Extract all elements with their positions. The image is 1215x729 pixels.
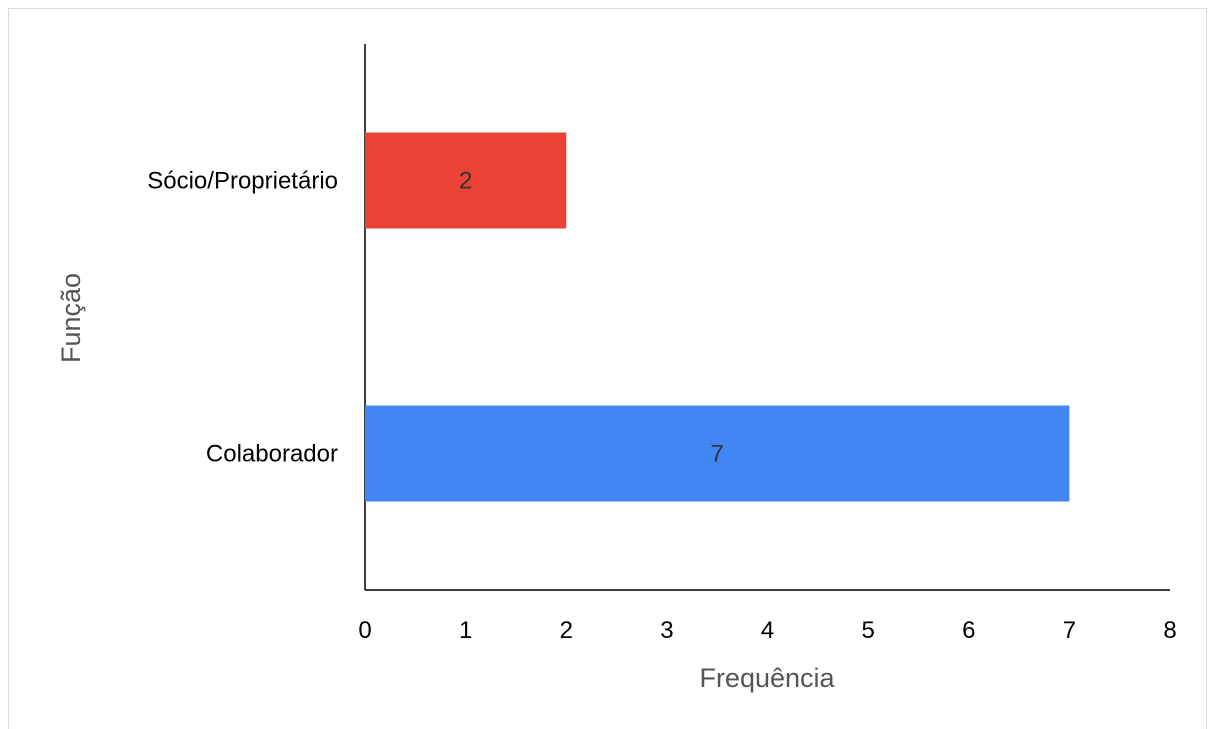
x-tick-label: 7 (1063, 617, 1076, 644)
bar-value-label: 2 (459, 168, 472, 195)
x-tick-label: 0 (358, 617, 371, 644)
x-axis-title: Frequência (699, 663, 835, 693)
y-category-label: Colaborador (206, 441, 338, 468)
y-categories-group: Sócio/Proprietário Colaborador (147, 168, 338, 468)
x-tick-label: 5 (861, 617, 874, 644)
x-tick-label: 6 (962, 617, 975, 644)
x-tick-label: 3 (660, 617, 673, 644)
bar-1 (365, 405, 1070, 502)
bar-0 (365, 132, 567, 229)
x-tick-label: 2 (560, 617, 573, 644)
x-ticks-group: 0 1 2 3 4 5 6 7 8 (358, 617, 1176, 644)
y-axis-title: Função (56, 273, 86, 363)
x-tick-label: 1 (459, 617, 472, 644)
x-tick-label: 4 (761, 617, 774, 644)
bars-group: 27 (365, 132, 1070, 502)
x-tick-label: 8 (1163, 617, 1176, 644)
y-category-label: Sócio/Proprietário (147, 168, 338, 195)
bar-value-label: 7 (711, 441, 724, 468)
chart-frame (8, 8, 1207, 729)
